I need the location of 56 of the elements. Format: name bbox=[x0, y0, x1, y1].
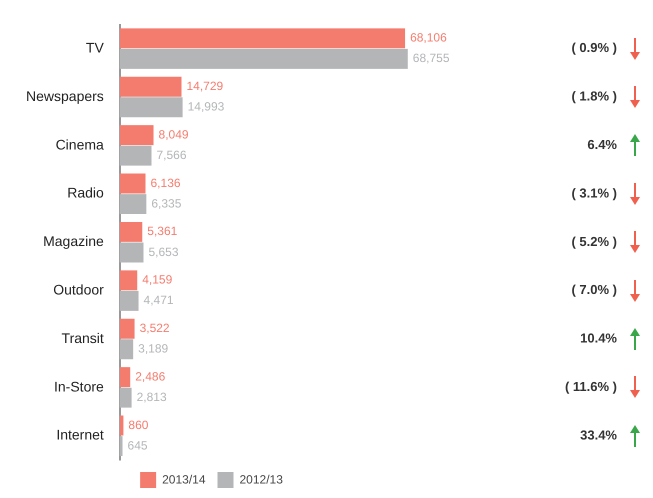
data-label: 68,106 bbox=[410, 30, 448, 45]
bar bbox=[120, 318, 135, 339]
data-label: 14,729 bbox=[186, 79, 224, 94]
data-label: 2,813 bbox=[136, 390, 167, 404]
text: ( 3.1% ) bbox=[571, 185, 617, 200]
bar bbox=[120, 339, 134, 360]
bar bbox=[120, 76, 182, 97]
text: ( 5.2% ) bbox=[571, 234, 617, 249]
y-tick-label: Transit bbox=[62, 330, 104, 346]
bar bbox=[120, 146, 152, 166]
data-label: 4,471 bbox=[144, 293, 174, 308]
y-tick-label: In-Store bbox=[54, 378, 104, 394]
legend-label: 2012/13 bbox=[240, 472, 284, 486]
bar bbox=[120, 242, 144, 262]
data-label: 6,335 bbox=[151, 196, 182, 210]
bar bbox=[120, 270, 138, 290]
bar bbox=[120, 48, 408, 69]
y-tick-label: Outdoor bbox=[53, 281, 104, 298]
data-label: 4,159 bbox=[142, 272, 173, 287]
bar bbox=[120, 125, 154, 146]
data-label: 3,522 bbox=[140, 321, 170, 336]
y-tick-label: TV bbox=[86, 39, 104, 56]
y-tick-label: Radio bbox=[67, 184, 104, 201]
y-tick-label: Newspapers bbox=[26, 88, 104, 104]
bar bbox=[120, 436, 123, 456]
y-tick-label: Cinema bbox=[56, 136, 104, 152]
y-tick-label: Magazine bbox=[43, 233, 104, 250]
bar bbox=[120, 97, 183, 118]
data-label: 5,361 bbox=[147, 224, 178, 238]
data-label: 860 bbox=[128, 418, 149, 432]
bar bbox=[120, 222, 142, 242]
bar bbox=[120, 194, 146, 214]
bar bbox=[120, 388, 132, 408]
text: ( 1.8% ) bbox=[571, 88, 617, 104]
text: ( 11.6% ) bbox=[564, 378, 617, 394]
bar bbox=[120, 174, 146, 194]
bar bbox=[120, 290, 139, 311]
bar bbox=[120, 28, 406, 48]
text: 33.4% bbox=[580, 427, 618, 442]
text: 10.4% bbox=[580, 330, 618, 346]
data-label: 6,136 bbox=[150, 176, 181, 190]
text: ( 7.0% ) bbox=[571, 282, 617, 298]
data-label: 3,189 bbox=[138, 342, 169, 356]
data-label: 5,653 bbox=[148, 244, 179, 259]
data-label: 7,566 bbox=[156, 148, 187, 162]
data-label: 68,755 bbox=[412, 51, 450, 66]
data-label: 2,486 bbox=[135, 369, 166, 384]
bar bbox=[120, 416, 124, 436]
data-label: 14,993 bbox=[188, 100, 225, 114]
data-label: 645 bbox=[128, 438, 148, 452]
y-tick-label: Internet bbox=[56, 426, 104, 443]
data-label: 8,049 bbox=[158, 127, 189, 142]
bar bbox=[120, 367, 130, 388]
text: 6.4% bbox=[587, 136, 618, 152]
legend-label: 2013/14 bbox=[162, 472, 206, 486]
text: ( 0.9% ) bbox=[571, 40, 617, 56]
